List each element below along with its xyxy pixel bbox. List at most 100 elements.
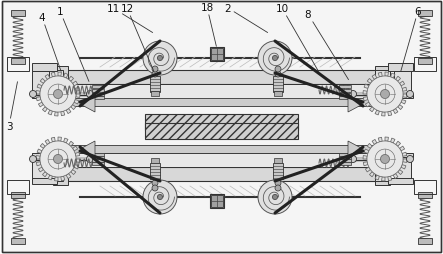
Polygon shape bbox=[76, 159, 80, 163]
Bar bbox=[339, 153, 351, 156]
Bar bbox=[211, 195, 223, 207]
Polygon shape bbox=[40, 79, 45, 84]
Polygon shape bbox=[37, 149, 42, 154]
Circle shape bbox=[157, 195, 163, 200]
Bar bbox=[53, 67, 68, 107]
Bar bbox=[273, 163, 283, 179]
Polygon shape bbox=[393, 174, 398, 179]
Bar bbox=[388, 178, 413, 184]
Polygon shape bbox=[367, 79, 372, 84]
Bar bbox=[339, 156, 351, 159]
Bar bbox=[92, 86, 104, 89]
Circle shape bbox=[258, 42, 292, 76]
Polygon shape bbox=[40, 144, 45, 149]
Bar bbox=[92, 90, 104, 93]
Polygon shape bbox=[48, 175, 52, 180]
Polygon shape bbox=[39, 168, 43, 172]
Polygon shape bbox=[365, 168, 370, 172]
Bar bbox=[418, 11, 432, 17]
Bar bbox=[145, 115, 298, 131]
Circle shape bbox=[152, 180, 158, 186]
Polygon shape bbox=[364, 149, 369, 154]
Circle shape bbox=[275, 180, 281, 186]
Polygon shape bbox=[36, 156, 40, 159]
Bar bbox=[32, 95, 57, 99]
Polygon shape bbox=[398, 105, 403, 110]
Circle shape bbox=[272, 195, 278, 200]
Bar bbox=[63, 153, 380, 167]
Polygon shape bbox=[74, 165, 79, 169]
Polygon shape bbox=[378, 138, 382, 142]
Bar bbox=[11, 238, 25, 244]
Polygon shape bbox=[80, 141, 95, 157]
Bar bbox=[53, 146, 68, 185]
Polygon shape bbox=[385, 73, 389, 77]
Bar bbox=[7, 58, 29, 72]
Circle shape bbox=[157, 56, 163, 61]
Polygon shape bbox=[401, 100, 406, 105]
Polygon shape bbox=[39, 103, 43, 107]
Bar bbox=[375, 146, 390, 185]
Bar bbox=[151, 92, 159, 97]
Circle shape bbox=[367, 77, 403, 113]
Circle shape bbox=[367, 141, 403, 177]
Bar bbox=[32, 72, 49, 97]
Bar bbox=[339, 162, 351, 165]
Polygon shape bbox=[61, 177, 65, 181]
Bar bbox=[274, 92, 282, 97]
Polygon shape bbox=[372, 140, 377, 145]
Bar bbox=[48, 149, 63, 181]
Bar bbox=[339, 86, 351, 89]
Bar bbox=[92, 153, 104, 156]
Bar bbox=[32, 178, 57, 184]
Polygon shape bbox=[402, 88, 407, 92]
Bar bbox=[388, 153, 413, 157]
Bar bbox=[414, 58, 436, 72]
Polygon shape bbox=[365, 103, 370, 107]
Bar bbox=[210, 48, 224, 62]
Bar bbox=[11, 192, 25, 198]
Circle shape bbox=[275, 67, 281, 73]
Polygon shape bbox=[385, 137, 389, 142]
Bar bbox=[92, 156, 104, 159]
Text: 12: 12 bbox=[120, 4, 154, 72]
Polygon shape bbox=[37, 85, 42, 89]
Text: 6: 6 bbox=[401, 7, 421, 72]
Polygon shape bbox=[396, 77, 400, 82]
Polygon shape bbox=[48, 111, 52, 116]
Polygon shape bbox=[75, 153, 80, 156]
Bar bbox=[92, 97, 104, 100]
Polygon shape bbox=[391, 138, 395, 143]
Bar bbox=[375, 71, 390, 103]
Circle shape bbox=[350, 91, 357, 98]
Bar bbox=[339, 90, 351, 93]
Bar bbox=[274, 158, 282, 163]
Bar bbox=[32, 155, 49, 180]
Text: 4: 4 bbox=[39, 13, 61, 72]
Polygon shape bbox=[372, 75, 377, 80]
Polygon shape bbox=[71, 170, 76, 175]
Polygon shape bbox=[388, 112, 392, 116]
Bar bbox=[63, 71, 380, 85]
Polygon shape bbox=[58, 137, 62, 142]
Polygon shape bbox=[51, 73, 55, 77]
Circle shape bbox=[350, 156, 357, 163]
Text: 8: 8 bbox=[305, 10, 349, 80]
Circle shape bbox=[40, 141, 76, 177]
Circle shape bbox=[54, 90, 62, 99]
Polygon shape bbox=[369, 107, 374, 112]
Polygon shape bbox=[45, 75, 50, 80]
Polygon shape bbox=[381, 177, 385, 181]
Polygon shape bbox=[363, 156, 367, 159]
Polygon shape bbox=[363, 162, 368, 166]
Polygon shape bbox=[396, 142, 400, 147]
Polygon shape bbox=[348, 141, 363, 157]
Bar bbox=[32, 153, 57, 157]
Circle shape bbox=[86, 156, 93, 163]
Polygon shape bbox=[64, 138, 68, 143]
Bar bbox=[63, 99, 380, 107]
Circle shape bbox=[275, 185, 281, 191]
Circle shape bbox=[272, 56, 278, 61]
Polygon shape bbox=[43, 107, 47, 112]
Bar bbox=[418, 192, 432, 198]
